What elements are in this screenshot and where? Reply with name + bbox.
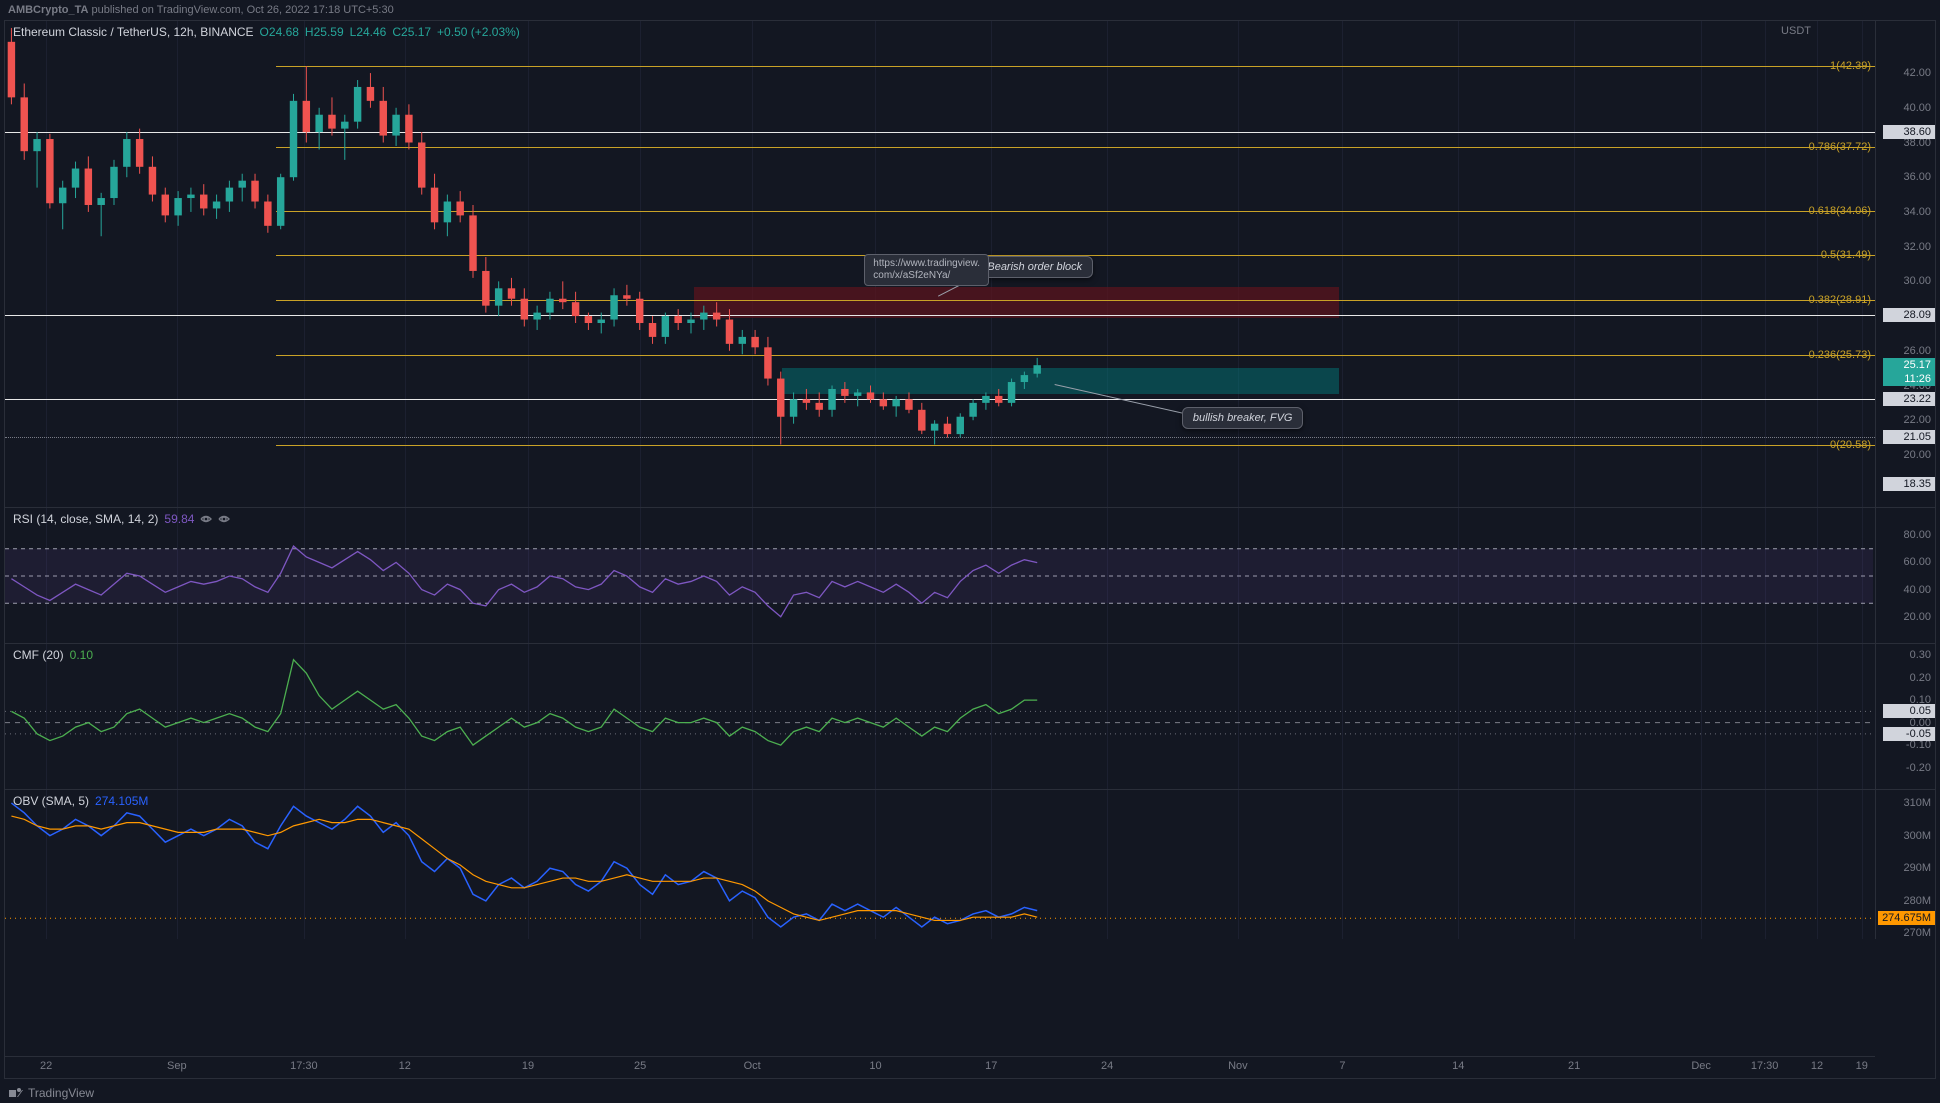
time-tick: 10 [869,1060,881,1072]
time-tick: 17:30 [1751,1060,1779,1072]
main-legend: Ethereum Classic / TetherUS, 12h, BINANC… [13,25,520,39]
time-tick: 22 [40,1060,52,1072]
price-axis[interactable]: 20.0022.0024.0026.0028.0030.0032.0034.00… [1875,21,1935,507]
rsi-legend: RSI (14, close, SMA, 14, 2) 59.84 [13,512,230,526]
top-bar: AMBCrypto_TA published on TradingView.co… [0,0,1940,20]
rsi-axis[interactable]: 20.0040.0060.0080.00 [1875,508,1935,643]
time-tick: 17:30 [290,1060,318,1072]
tradingview-icon [8,1085,24,1101]
price-label: 28.09 [1883,308,1935,322]
time-tick: Oct [744,1060,761,1072]
symbol-label: Ethereum Classic / TetherUS, 12h, BINANC… [13,25,254,39]
visibility-icon [200,513,212,525]
cmf-axis[interactable]: -0.20-0.10-0.050.000.100.200.300.05-0.05 [1875,644,1935,789]
bearish-order-block-label: Bearish order block [976,256,1093,278]
time-tick: 17 [985,1060,997,1072]
price-pane[interactable]: Ethereum Classic / TetherUS, 12h, BINANC… [5,21,1935,507]
obv-legend: OBV (SMA, 5) 274.105M [13,794,148,808]
time-tick: 14 [1452,1060,1464,1072]
time-tick: 21 [1568,1060,1580,1072]
chart-container: Ethereum Classic / TetherUS, 12h, BINANC… [4,20,1936,1079]
cmf-pane[interactable]: CMF (20) 0.10 -0.20-0.10-0.050.000.100.2… [5,643,1935,789]
rsi-pane[interactable]: RSI (14, close, SMA, 14, 2) 59.84 20.004… [5,507,1935,643]
price-label: 23.22 [1883,392,1935,406]
obv-pane[interactable]: OBV (SMA, 5) 274.105M 270M280M290M300M31… [5,789,1935,939]
price-label: 25.17 [1883,358,1935,372]
visibility-icon [218,513,230,525]
time-tick: 12 [399,1060,411,1072]
time-axis[interactable]: 22 Sep 17:30 12 19 25 Oct 10 17 24 Nov 7 14 21 Dec 17:3… [5,1056,1875,1078]
price-label: 21.05 [1883,430,1935,444]
time-tick: 7 [1339,1060,1345,1072]
tradingview-brand: TradingView [8,1085,94,1101]
time-tick: 19 [522,1060,534,1072]
published-by: AMBCrypto_TA published on TradingView.co… [8,4,394,16]
price-label: 11:26 [1883,372,1935,386]
share-link-box: https://www.tradingview.com/x/aSf2eNYa/ [864,254,989,286]
time-tick: Sep [167,1060,187,1072]
cmf-legend: CMF (20) 0.10 [13,648,93,662]
time-tick: 25 [634,1060,646,1072]
obv-axis[interactable]: 270M280M290M300M310M274.675M [1875,790,1935,939]
time-tick: Dec [1691,1060,1711,1072]
price-label: 18.35 [1883,477,1935,491]
time-tick: 24 [1101,1060,1113,1072]
bullish-breaker-label: bullish breaker, FVG [1182,407,1304,429]
price-label: 38.60 [1883,125,1935,139]
time-tick: 19 [1856,1060,1868,1072]
time-tick: Nov [1228,1060,1248,1072]
time-tick: 12 [1811,1060,1823,1072]
